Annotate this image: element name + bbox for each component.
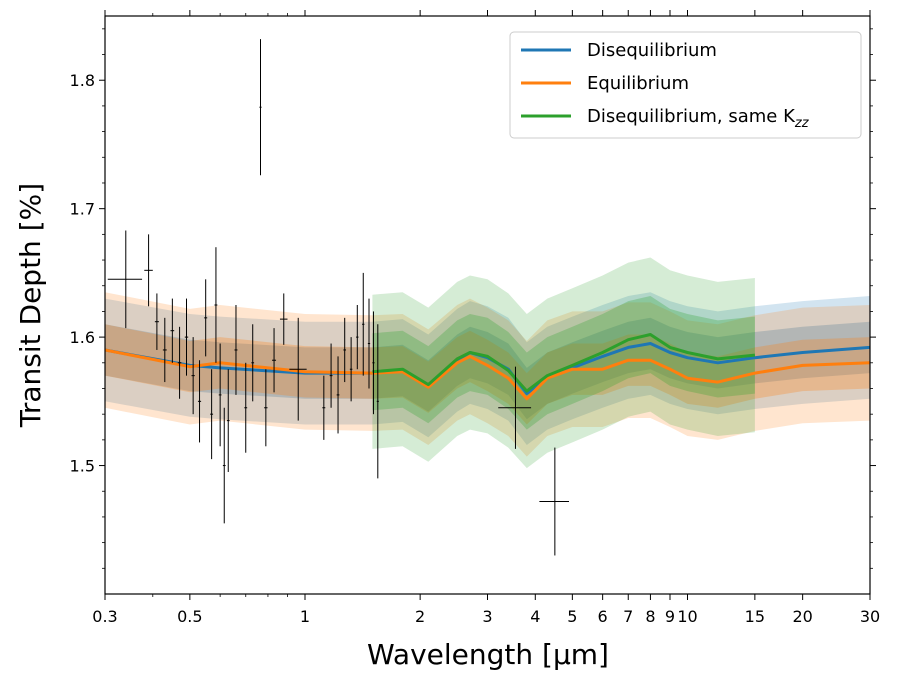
observation-point: [210, 369, 214, 460]
observation-point: [356, 305, 359, 370]
legend-label-equilibrium: Equilibrium: [587, 73, 689, 94]
x-tick-label: 1: [300, 607, 310, 626]
x-tick-label: 0.3: [92, 607, 117, 626]
uncertainty-bands: [105, 257, 870, 469]
observation-point: [279, 293, 288, 345]
x-tick-label: 10: [677, 607, 697, 626]
observation-point: [259, 39, 262, 176]
observation-point: [376, 324, 379, 479]
y-tick-label: 1.6: [70, 328, 95, 347]
band-inner-disequilibrium-same-kzz: [372, 296, 755, 430]
x-tick-label: 6: [598, 607, 608, 626]
observation-point: [329, 343, 333, 408]
observation-point: [372, 311, 375, 415]
observation-point: [367, 298, 371, 389]
observation-point: [289, 317, 307, 421]
observation-point: [226, 369, 230, 472]
x-tick-label: 2: [415, 607, 425, 626]
observation-point: [264, 369, 268, 447]
legend-box: [509, 31, 862, 139]
legend-label-disequilibrium-same-kzz: Disequilibrium, same Kzz: [587, 106, 810, 131]
observation-point: [234, 305, 238, 395]
observation-point: [191, 337, 195, 415]
x-axis-ticks: 0.3 0.5 1 2 3 4 5 6 7 8 9 10 15 20 30: [92, 10, 880, 626]
observation-point: [362, 272, 365, 376]
band-outer-equilibrium: [105, 292, 870, 457]
observation-point: [322, 375, 326, 440]
model-lines: [105, 333, 870, 401]
observation-point: [154, 293, 159, 350]
band-inner-disequilibrium: [105, 317, 870, 420]
legend-label-disequilibrium: Disequilibrium: [587, 40, 717, 61]
observation-point: [107, 230, 143, 329]
x-tick-label: 7: [623, 607, 633, 626]
observation-point: [343, 317, 347, 383]
observation-point: [170, 298, 175, 363]
y-axis-ticks: 1.5 1.6 1.7 1.8: [70, 28, 876, 569]
y-tick-label: 1.7: [70, 200, 95, 219]
band-outer-disequilibrium: [105, 292, 870, 445]
observation-point: [177, 326, 182, 399]
x-tick-label: 5: [567, 607, 577, 626]
x-tick-label: 15: [745, 607, 765, 626]
observation-points: [107, 39, 570, 556]
x-tick-label: 20: [792, 607, 812, 626]
observation-point: [214, 247, 218, 363]
observation-point: [144, 234, 153, 307]
legend: Disequilibrium Equilibrium Disequilibriu…: [509, 31, 862, 139]
observation-point: [251, 324, 255, 402]
series-line-equilibrium: [105, 348, 870, 401]
observation-point: [272, 328, 277, 393]
observation-point: [204, 279, 208, 357]
observation-point: [349, 337, 353, 402]
observation-point: [222, 407, 226, 524]
legend-label-kzz-sub: zz: [794, 116, 810, 131]
observation-point: [162, 317, 167, 383]
x-tick-label: 3: [482, 607, 492, 626]
y-axis-label: Transit Depth [%]: [14, 183, 47, 428]
observation-point: [184, 298, 189, 376]
x-axis-label: Wavelength [μm]: [367, 638, 609, 671]
x-tick-label: 0.5: [177, 607, 202, 626]
x-tick-label: 8: [645, 607, 655, 626]
observation-point: [244, 362, 248, 453]
observation-point: [197, 360, 202, 443]
x-tick-label: 9: [665, 607, 675, 626]
x-tick-label: 30: [860, 607, 880, 626]
observation-point: [539, 447, 570, 556]
observation-point: [336, 356, 340, 434]
y-tick-label: 1.8: [70, 71, 95, 90]
x-tick-label: 4: [530, 607, 540, 626]
legend-label-kzz-main: Disequilibrium, same K: [587, 106, 796, 127]
observation-point: [218, 343, 222, 447]
observation-point: [498, 366, 532, 449]
band-outer-disequilibrium-same-kzz: [372, 257, 755, 469]
y-tick-label: 1.5: [70, 457, 95, 476]
series-line-disequilibrium-same-kzz: [372, 333, 756, 393]
